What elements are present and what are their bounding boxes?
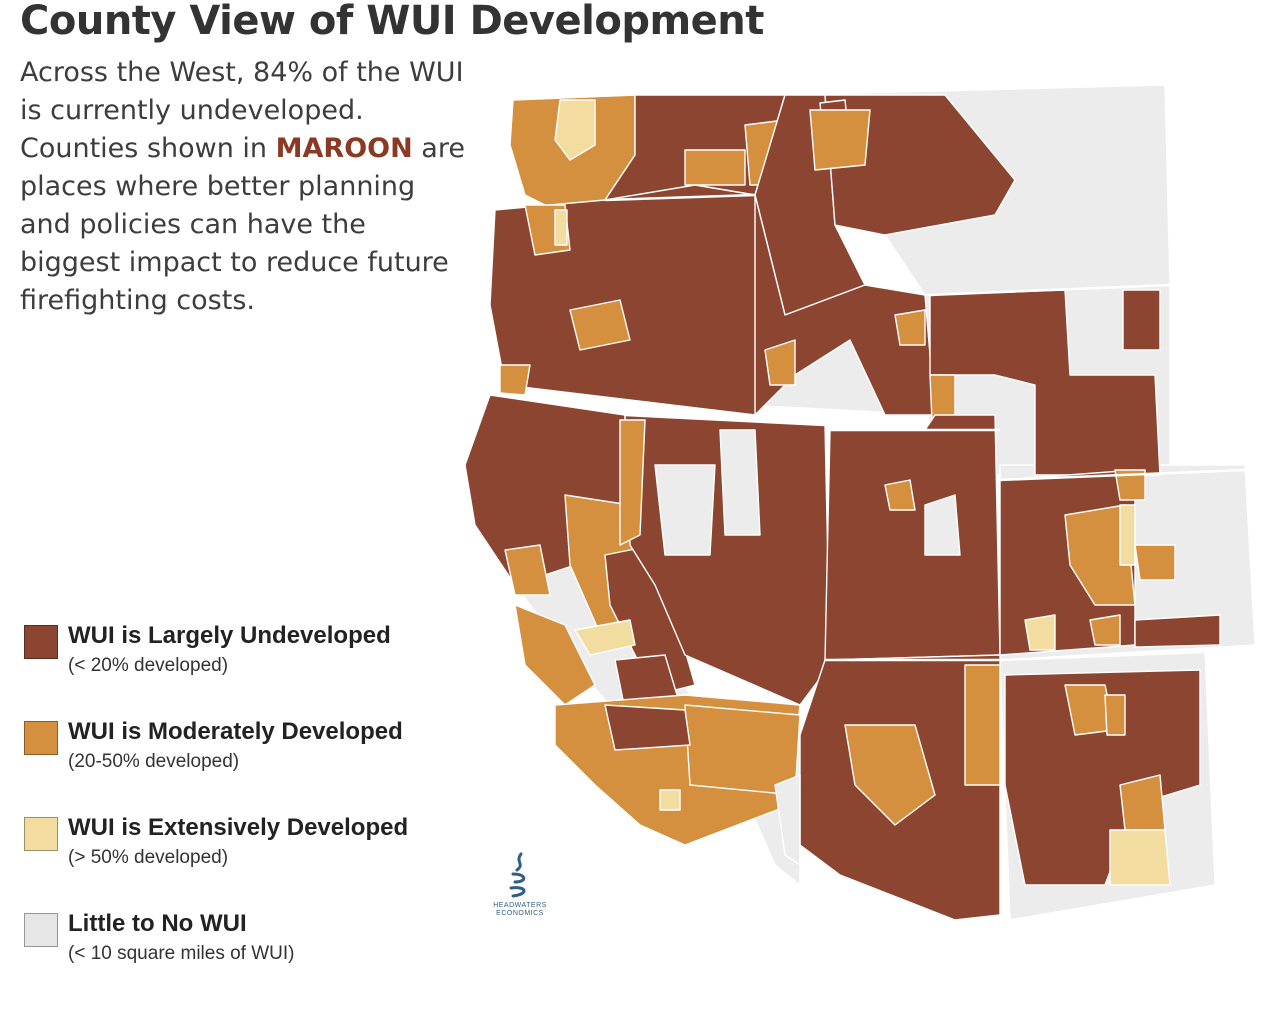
county-az-east xyxy=(964,664,1001,786)
state-utah xyxy=(824,414,1001,661)
county-id-blaine xyxy=(894,309,926,346)
region-ut-light xyxy=(924,494,961,556)
county-co-denver-extensive xyxy=(1119,504,1136,566)
county-nm-sandoval xyxy=(1104,694,1126,736)
headwaters-economics-logo: HEADWATERS ECONOMICS xyxy=(480,852,560,924)
county-mt-gallatin xyxy=(809,109,871,171)
county-ca-slo-extensive xyxy=(574,619,636,656)
region-az-central xyxy=(844,724,936,826)
county-nm-east xyxy=(1119,774,1166,831)
county-nv-washoe xyxy=(619,419,646,546)
legend-label: Little to No WUI xyxy=(68,910,247,937)
county-wa-yakima xyxy=(684,149,746,186)
county-nm-lascruces-extensive xyxy=(1109,829,1171,886)
legend-label: WUI is Largely Undeveloped xyxy=(68,622,391,649)
state-montana-west xyxy=(824,94,1016,236)
legend-swatch-little xyxy=(24,913,58,947)
legend-item-moderate: WUI is Moderately Developed (20-50% deve… xyxy=(24,718,464,814)
logo-text-line1: HEADWATERS xyxy=(493,902,547,909)
county-co-se xyxy=(1134,614,1221,648)
county-sd-hills xyxy=(1122,289,1161,351)
description-highlight: MAROON xyxy=(275,133,413,164)
legend-sublabel: (20-50% developed) xyxy=(68,751,240,772)
state-idaho-south xyxy=(754,194,936,416)
county-or-deschutes xyxy=(569,299,631,351)
logo-text-line2: ECONOMICS xyxy=(496,910,544,917)
legend-swatch-moderate xyxy=(24,721,58,755)
county-co-south xyxy=(1089,614,1121,646)
county-ca-la-extensive xyxy=(659,789,681,811)
state-border-lines xyxy=(604,193,1256,662)
region-nv-desert-light xyxy=(654,464,716,556)
legend-item-little: Little to No WUI (< 10 square miles of W… xyxy=(24,910,464,1006)
region-co-front-range xyxy=(1064,504,1136,606)
county-ut-wasatch xyxy=(884,479,916,511)
county-co-sw-extensive xyxy=(1024,614,1056,651)
region-az-sw-light xyxy=(774,774,801,866)
county-or-jackson xyxy=(499,364,531,396)
legend-sublabel: (< 10 square miles of WUI) xyxy=(68,943,295,964)
description-part-2: are places where better planning and pol… xyxy=(20,133,465,316)
western-us-county-map xyxy=(464,85,1256,921)
legend-item-extensive: WUI is Extensively Developed (> 50% deve… xyxy=(24,814,464,910)
legend-item-undeveloped: WUI is Largely Undeveloped (< 20% develo… xyxy=(24,622,464,718)
legend-label: WUI is Extensively Developed xyxy=(68,814,409,841)
map-legend: WUI is Largely Undeveloped (< 20% develo… xyxy=(24,622,464,1006)
description-text: Across the West, 84% of the WUI is curre… xyxy=(20,54,470,320)
legend-swatch-undeveloped xyxy=(24,625,58,659)
region-nv-desert-light-2 xyxy=(719,429,761,536)
county-ca-bay xyxy=(504,544,551,596)
county-co-ne xyxy=(1114,469,1146,501)
legend-label: WUI is Moderately Developed xyxy=(68,718,403,745)
region-puget-sound xyxy=(554,99,596,161)
county-or-extensive xyxy=(554,209,568,246)
description-part-1: Across the West, 84% of the WUI is curre… xyxy=(20,57,464,164)
legend-swatch-extensive xyxy=(24,817,58,851)
county-co-east xyxy=(1134,544,1176,581)
legend-sublabel: (> 50% developed) xyxy=(68,847,229,868)
page-title: County View of WUI Development xyxy=(20,0,764,44)
county-id-ada xyxy=(764,339,796,386)
region-ca-coast-central xyxy=(514,604,596,706)
county-ca-inyo xyxy=(604,704,691,751)
water-drop-swirl-icon xyxy=(509,852,526,898)
legend-sublabel: (< 20% developed) xyxy=(68,655,229,676)
